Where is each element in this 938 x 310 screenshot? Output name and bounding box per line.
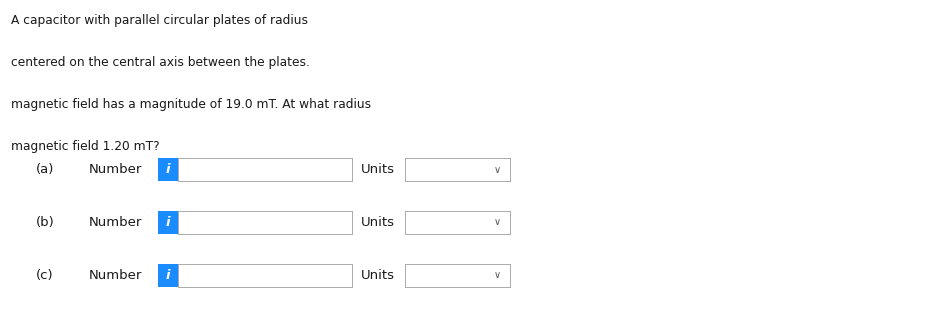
Text: A capacitor with parallel circular plates of radius: A capacitor with parallel circular plate…	[11, 14, 312, 27]
Text: centered on the central axis between the plates.: centered on the central axis between the…	[11, 56, 314, 69]
Text: magnetic field 1.20 mT?: magnetic field 1.20 mT?	[11, 140, 159, 153]
Text: (b): (b)	[36, 216, 54, 229]
Text: Number: Number	[89, 163, 143, 176]
Text: i: i	[166, 216, 170, 229]
Text: magnetic field has a magnitude of 19.0 mT. At what radius: magnetic field has a magnitude of 19.0 m…	[11, 98, 375, 111]
Text: i: i	[166, 269, 170, 281]
Text: ∨: ∨	[494, 270, 501, 280]
Text: ∨: ∨	[494, 165, 501, 175]
Text: Units: Units	[361, 216, 395, 229]
Text: (c): (c)	[36, 269, 53, 281]
Text: i: i	[166, 163, 170, 176]
Text: Number: Number	[89, 269, 143, 281]
Text: Number: Number	[89, 216, 143, 229]
Text: (a): (a)	[36, 163, 54, 176]
Text: Units: Units	[361, 163, 395, 176]
Text: Units: Units	[361, 269, 395, 281]
Text: ∨: ∨	[494, 217, 501, 228]
